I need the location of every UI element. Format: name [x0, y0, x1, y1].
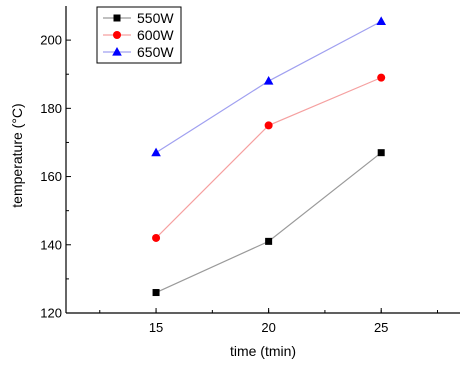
x-tick-label: 25: [374, 320, 388, 335]
y-tick-label: 200: [40, 33, 62, 48]
series-line-550w: [155, 152, 382, 294]
data-point-650w: [151, 147, 161, 157]
x-tick-label: 20: [261, 320, 275, 335]
data-point-650w: [263, 76, 274, 85]
y-tick-label: 120: [40, 306, 62, 321]
y-tick-label: 180: [40, 101, 62, 116]
legend-label: 650W: [137, 44, 174, 60]
data-point-550w: [152, 289, 160, 297]
y-axis-ticks: 120 140 160 180 200: [40, 33, 71, 321]
data-point-600w: [377, 73, 386, 82]
y-axis-label: temperature (°C): [9, 103, 25, 207]
legend-label: 600W: [137, 27, 174, 43]
series-line-600w: [155, 77, 382, 239]
data-point-550w: [265, 237, 273, 245]
data-point-650w: [376, 16, 386, 25]
data-point-600w: [152, 233, 161, 242]
x-axis-ticks: 15 20 25: [99, 308, 438, 335]
legend-marker: [112, 47, 122, 56]
legend-marker: [113, 31, 121, 39]
legend-marker: [113, 14, 121, 22]
data-point-600w: [264, 121, 273, 130]
y-tick-label: 140: [40, 237, 62, 252]
series-line-650w: [155, 20, 382, 154]
x-tick-label: 15: [149, 320, 163, 335]
data-point-550w: [377, 149, 385, 157]
x-axis-label: time (tmin): [230, 343, 296, 359]
series-lines: [155, 20, 382, 294]
series-markers: [151, 16, 386, 297]
legend-label: 550W: [137, 10, 174, 26]
y-tick-label: 160: [40, 169, 62, 184]
plot-frame: [65, 6, 460, 314]
